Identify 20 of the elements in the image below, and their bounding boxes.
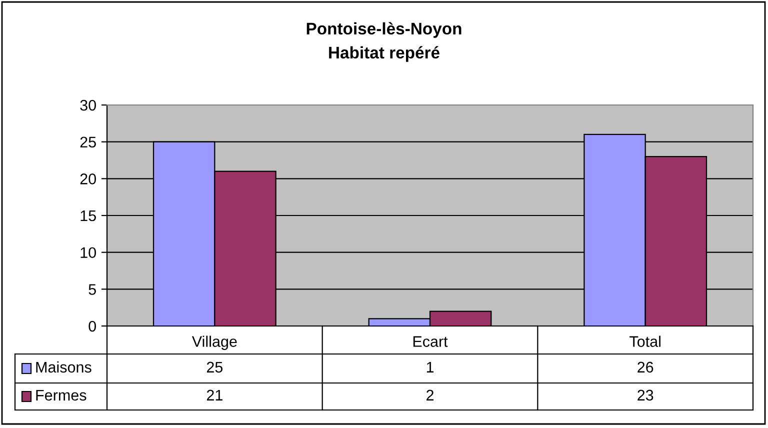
x-tick-label: Village bbox=[192, 336, 237, 350]
y-tick-label: 10 bbox=[80, 247, 96, 258]
y-tick-label: 30 bbox=[80, 100, 96, 111]
data-label: 21 bbox=[206, 390, 222, 400]
y-tick-label: 5 bbox=[88, 284, 96, 295]
legend-label: Maisons bbox=[36, 361, 92, 373]
legend-label: Fermes bbox=[36, 390, 86, 401]
y-tick-label: 15 bbox=[80, 210, 96, 222]
data-label: 23 bbox=[638, 390, 654, 401]
x-tick-label: Total bbox=[630, 336, 660, 347]
y-tick-label: 20 bbox=[80, 174, 96, 184]
data-label: 25 bbox=[206, 362, 223, 373]
chart-title: Pontoise-lès-Noyon bbox=[306, 22, 462, 38]
y-tick-label: 25 bbox=[80, 136, 96, 148]
data-label: 2 bbox=[426, 390, 434, 400]
y-tick-label: 0 bbox=[88, 320, 96, 332]
data-label: 1 bbox=[426, 362, 434, 372]
chart-subtitle: Habitat repéré bbox=[329, 46, 440, 62]
data-label: 26 bbox=[638, 362, 654, 373]
x-tick-label: Ecart bbox=[413, 336, 448, 347]
